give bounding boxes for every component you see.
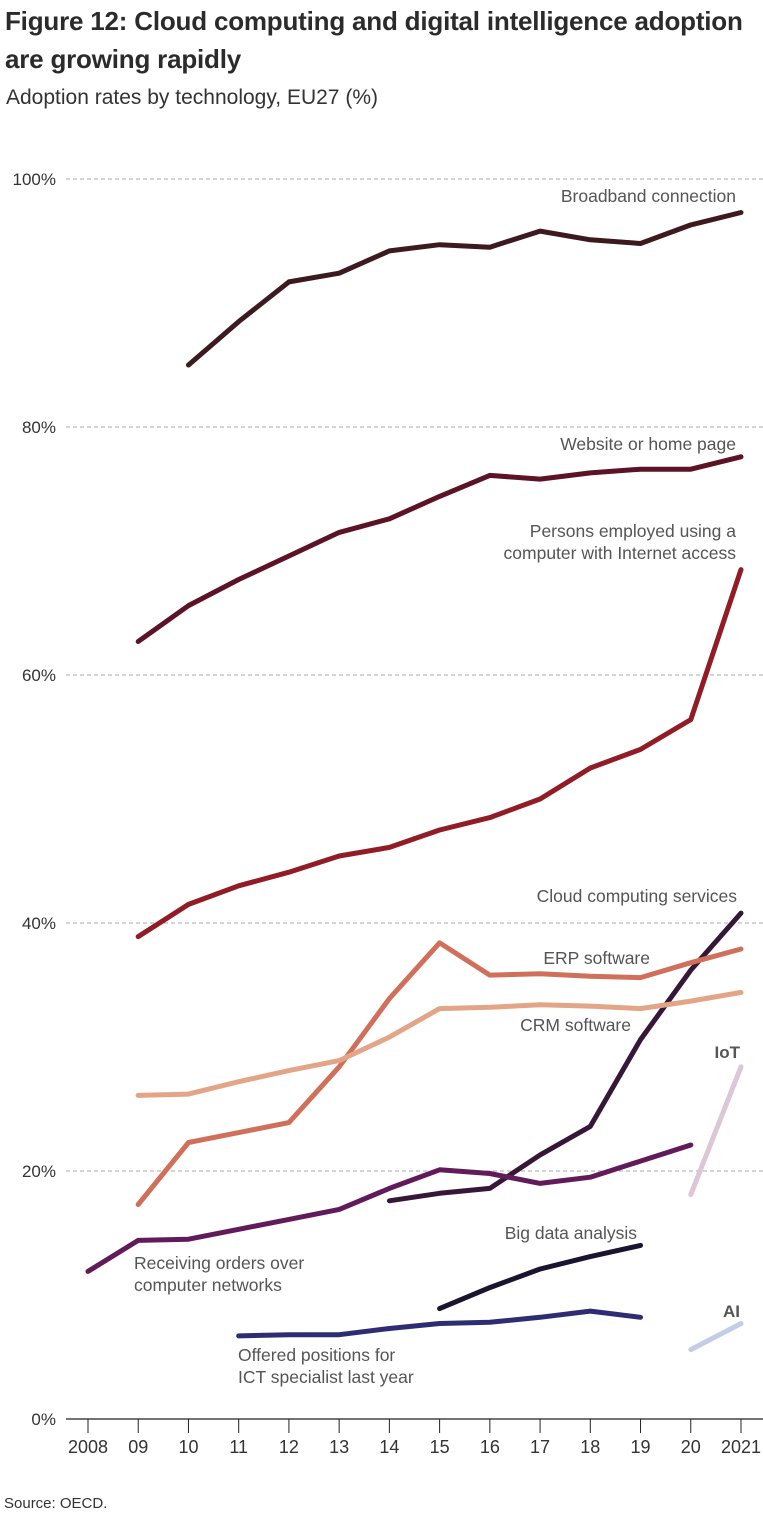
series-line-offered-positions-for-ict-specialist-last-year	[236, 1308, 643, 1339]
series-label-cloud-computing-services: Cloud computing services	[537, 886, 738, 906]
y-tick-label: 100%	[13, 170, 56, 189]
series-label-offered-positions-for-ict-specialist-last-year: Offered positions for	[238, 1345, 395, 1365]
x-tick-label: 19	[631, 1437, 651, 1457]
y-tick-label: 20%	[22, 1162, 56, 1181]
x-tick-label: 2021	[721, 1437, 761, 1457]
x-tick-label: 2008	[68, 1437, 108, 1457]
x-tick-label: 12	[279, 1437, 299, 1457]
x-tick-label: 14	[379, 1437, 399, 1457]
y-tick-label: 0%	[31, 1410, 56, 1429]
series-line-crm-software	[135, 989, 744, 1098]
x-tick-label: 10	[178, 1437, 198, 1457]
chart-subtitle: Adoption rates by technology, EU27 (%)	[6, 86, 378, 109]
series-label-website-or-home-page: Website or home page	[560, 434, 736, 454]
series-label-crm-software: CRM software	[520, 1015, 631, 1035]
x-tick-label: 09	[128, 1437, 148, 1457]
series-label-iot: IoT	[715, 1043, 741, 1062]
x-tick-label: 13	[329, 1437, 349, 1457]
series-label-offered-positions-for-ict-specialist-last-year: ICT specialist last year	[238, 1367, 414, 1387]
x-tick-label: 18	[580, 1437, 600, 1457]
series-label-big-data-analysis: Big data analysis	[505, 1223, 638, 1243]
series-labels: Broadband connection Website or home page…	[134, 186, 741, 1387]
y-tick-label: 80%	[22, 418, 56, 437]
series-line-big-data-analysis	[437, 1242, 643, 1312]
series-line-iot	[688, 1064, 744, 1198]
series-label-persons-employed-using-a-computer-with-internet-access: Persons employed using a	[530, 521, 736, 541]
series-line-receiving-orders-over-computer-networks	[85, 1142, 694, 1274]
series-label-broadband-connection: Broadband connection	[561, 186, 736, 206]
x-tick-label: 17	[530, 1437, 550, 1457]
series-lines	[85, 210, 744, 1353]
series-label-receiving-orders-over-computer-networks: Receiving orders over	[134, 1253, 304, 1273]
series-line-cloud-computing-services	[386, 910, 744, 1204]
series-label-persons-employed-using-a-computer-with-internet-access: computer with Internet access	[504, 543, 737, 563]
series-line-erp-software	[135, 940, 744, 1207]
y-tick-label: 40%	[22, 914, 56, 933]
series-line-ai	[688, 1321, 744, 1353]
series-line-broadband-connection	[186, 210, 744, 368]
x-tick-label: 16	[480, 1437, 500, 1457]
x-tick-label: 15	[430, 1437, 450, 1457]
series-label-receiving-orders-over-computer-networks: computer networks	[134, 1275, 282, 1295]
x-tick-label: 11	[229, 1437, 248, 1457]
series-line-website-or-home-page	[135, 454, 744, 644]
source-note: Source: OECD.	[4, 1495, 108, 1512]
chart-title: Figure 12: Cloud computing and digital i…	[5, 6, 743, 74]
series-label-erp-software: ERP software	[543, 948, 650, 968]
series-line-persons-employed-using-a-computer-with-internet-access	[135, 567, 744, 940]
y-tick-label: 60%	[22, 666, 56, 685]
series-label-ai: AI	[723, 1302, 740, 1321]
x-tick-label: 20	[681, 1437, 701, 1457]
gridlines: 0% 20% 40% 60% 80% 100%	[13, 170, 763, 1429]
x-axis: 2008 09 10 11 12 13 14 15 16 17 18 19 20 2021	[66, 1418, 763, 1457]
